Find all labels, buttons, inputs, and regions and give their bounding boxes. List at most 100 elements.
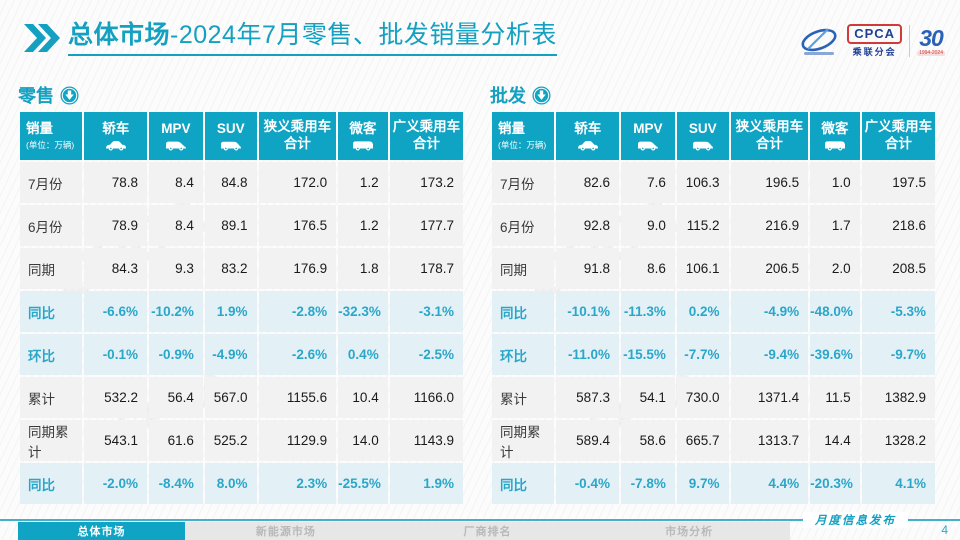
footer-tabs: 总体市场 新能源市场 厂商排名 市场分析 <box>18 522 790 540</box>
publication-label: 月度信息发布 <box>803 512 908 528</box>
column-header-sales: 销量 (单位：万辆) <box>20 112 83 160</box>
row-label: 7月份 <box>20 162 83 203</box>
mpv-icon <box>637 142 658 151</box>
table-cell: 1371.4 <box>730 377 809 418</box>
table-cell: -5.3% <box>861 291 935 332</box>
row-label: 同期 <box>20 248 83 289</box>
unit-note: (单位：万辆) <box>26 140 75 151</box>
column-label: SUV <box>216 120 245 136</box>
table-cell: 8.6 <box>620 248 675 289</box>
table-cell: 9.0 <box>620 205 675 246</box>
table-cell: 1.7 <box>810 205 860 246</box>
column-label: 轿车 <box>574 120 602 136</box>
table-cell: 106.1 <box>676 248 729 289</box>
table-cell: 178.7 <box>389 248 463 289</box>
table-row: 同比 -6.6% -10.2% 1.9% -2.8% -32.3% -3.1% <box>20 291 463 332</box>
anniversary-years: 1994-2024 <box>917 49 945 56</box>
table-row: 环比 -11.0% -15.5% -7.7% -9.4% -39.6% -9.7% <box>492 334 935 375</box>
cpca-logo-subtitle: 乘联分会 <box>852 47 897 58</box>
table-cell: -0.9% <box>148 334 203 375</box>
table-cell: 2.0 <box>810 248 860 289</box>
table-row: 同期 84.3 9.3 83.2 176.9 1.8 178.7 <box>20 248 463 289</box>
table-cell: 176.9 <box>258 248 337 289</box>
table-cell: -10.2% <box>148 291 203 332</box>
table-cell: -10.1% <box>556 291 619 332</box>
table-cell: 8.0% <box>204 463 257 504</box>
wholesale-table: 销量 (单位：万辆) 轿车 MPV SUV 狭义乘用车 合计 微客 广义乘用车 合计 7月份 82.6… <box>490 110 937 506</box>
table-row: 同期累计 589.4 58.6 665.7 1313.7 14.4 1328.2 <box>492 420 935 461</box>
table-row: 6月份 92.8 9.0 115.2 216.9 1.7 218.6 <box>492 205 935 246</box>
retail-section: CPCA CPCA 零售 销量(单位：万辆)轿车MPVSUV狭义乘用车合计微客广… <box>18 84 465 506</box>
cpca-logo-name: CPCA <box>847 23 903 45</box>
table-cell: 197.5 <box>861 162 935 203</box>
table-cell: 89.1 <box>204 205 257 246</box>
table-cell: 82.6 <box>556 162 619 203</box>
wholesale-label: 批发 <box>490 86 526 106</box>
footer-tab[interactable]: 新能源市场 <box>255 526 316 538</box>
table-row: 累计 532.2 56.4 567.0 1155.6 10.4 1166.0 <box>20 377 463 418</box>
table-cell: 1129.9 <box>258 420 337 461</box>
table-cell: 665.7 <box>676 420 729 461</box>
row-label: 同比 <box>20 463 83 504</box>
sedan-icon <box>577 141 598 151</box>
row-label: 同期 <box>492 248 555 289</box>
table-cell: 1.9% <box>204 291 257 332</box>
footer-tab-active[interactable]: 总体市场 <box>18 522 185 540</box>
table-cell: 1155.6 <box>258 377 337 418</box>
slide-header: 总体市场-2024年7月零售、批发销量分析表 CPCA 乘联分会 30 1994… <box>24 18 945 70</box>
table-cell: 78.8 <box>84 162 147 203</box>
page-title-rest: -2024年7月零售、批发销量分析表 <box>170 21 557 49</box>
table-cell: 58.6 <box>620 420 675 461</box>
column-header: SUV <box>676 112 729 160</box>
tables-area: CPCA CPCA 零售 销量(单位：万辆)轿车MPVSUV狭义乘用车合计微客广… <box>18 84 937 506</box>
table-cell: 4.4% <box>730 463 809 504</box>
table-row: 6月份 78.9 8.4 89.1 176.5 1.2 177.7 <box>20 205 463 246</box>
footer-divider-line <box>0 519 960 521</box>
down-arrow-icon <box>532 85 551 105</box>
anniversary-logo: 30 1994-2024 <box>917 26 945 56</box>
column-label: 狭义乘用车 <box>735 119 804 135</box>
row-label: 6月份 <box>20 205 83 246</box>
column-label: 合计 <box>283 136 311 151</box>
table-cell: 54.1 <box>620 377 675 418</box>
table-row: 7月份 82.6 7.6 106.3 196.5 1.0 197.5 <box>492 162 935 203</box>
cpca-logo: CPCA 乘联分会 30 1994-2024 <box>798 18 945 64</box>
table-cell: -7.8% <box>620 463 675 504</box>
column-header: 广义乘用车 合计 <box>389 112 463 160</box>
table-cell: 176.5 <box>258 205 337 246</box>
retail-label: 零售 <box>18 86 54 106</box>
table-cell: 589.4 <box>556 420 619 461</box>
table-cell: 14.0 <box>338 420 388 461</box>
table-row: 同比 -2.0% -8.4% 8.0% 2.3% -25.5% 1.9% <box>20 463 463 504</box>
cpca-swoosh-icon <box>801 28 837 55</box>
table-cell: 216.9 <box>730 205 809 246</box>
footer-tab[interactable]: 厂商排名 <box>463 526 512 538</box>
table-cell: 11.5 <box>810 377 860 418</box>
table-cell: 173.2 <box>389 162 463 203</box>
suv-icon <box>692 142 713 151</box>
down-arrow-icon <box>60 85 79 105</box>
table-cell: 208.5 <box>861 248 935 289</box>
column-label: 狭义乘用车 <box>263 119 332 135</box>
table-cell: 14.4 <box>810 420 860 461</box>
row-label: 环比 <box>20 334 83 375</box>
table-cell: 83.2 <box>204 248 257 289</box>
wholesale-section: CPCA CPCA 批发 销量(单位：万辆)轿车MPVSUV狭义乘用车合计微客广… <box>490 84 937 506</box>
table-cell: 1.0 <box>810 162 860 203</box>
footer-tab[interactable]: 市场分析 <box>665 526 714 538</box>
table-cell: 1313.7 <box>730 420 809 461</box>
table-cell: 218.6 <box>861 205 935 246</box>
table-cell: 1.8 <box>338 248 388 289</box>
page-title-section: 总体市场 <box>68 21 171 49</box>
column-header: 轿车 <box>84 112 147 160</box>
column-label: 广义乘用车 <box>392 119 461 135</box>
table-cell: -48.0% <box>810 291 860 332</box>
column-label: 轿车 <box>102 120 130 136</box>
column-header: SUV <box>204 112 257 160</box>
table-cell: 84.8 <box>204 162 257 203</box>
table-cell: -25.5% <box>338 463 388 504</box>
table-header-row: 销量 (单位：万辆) 轿车 MPV SUV 狭义乘用车 合计 微客 广义乘用车 合计 <box>492 112 935 160</box>
table-cell: -11.3% <box>620 291 675 332</box>
table-cell: 8.4 <box>148 205 203 246</box>
row-label: 累计 <box>20 377 83 418</box>
